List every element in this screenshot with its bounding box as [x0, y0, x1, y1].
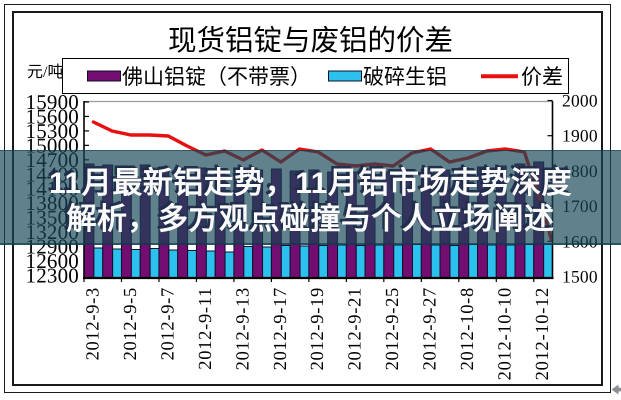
- svg-text:2012-9-13: 2012-9-13: [233, 287, 253, 370]
- svg-text:2012-9-5: 2012-9-5: [121, 287, 141, 360]
- svg-text:2012-9-21: 2012-9-21: [346, 287, 366, 370]
- svg-text:2000: 2000: [562, 91, 598, 111]
- svg-text:2012-9-17: 2012-9-17: [271, 287, 291, 370]
- svg-text:2012-10-10: 2012-10-10: [496, 287, 516, 380]
- svg-text:15300: 15300: [26, 119, 80, 143]
- svg-text:12300: 12300: [26, 263, 80, 287]
- svg-text:2012-10-8: 2012-10-8: [458, 287, 478, 370]
- svg-text:12600: 12600: [26, 249, 80, 273]
- svg-text:2012-9-11: 2012-9-11: [196, 287, 216, 370]
- svg-text:15600: 15600: [26, 104, 80, 128]
- svg-text:15900: 15900: [26, 90, 80, 114]
- svg-text:2012-10-12: 2012-10-12: [533, 287, 553, 380]
- svg-text:2012-9-27: 2012-9-27: [421, 287, 441, 370]
- svg-text:2012-9-3: 2012-9-3: [83, 287, 103, 360]
- svg-text:2012-9-19: 2012-9-19: [308, 287, 328, 370]
- svg-text:1900: 1900: [562, 126, 598, 146]
- svg-text:1500: 1500: [562, 267, 598, 287]
- svg-text:2012-9-25: 2012-9-25: [383, 287, 403, 370]
- svg-text:2012-9-7: 2012-9-7: [158, 287, 178, 360]
